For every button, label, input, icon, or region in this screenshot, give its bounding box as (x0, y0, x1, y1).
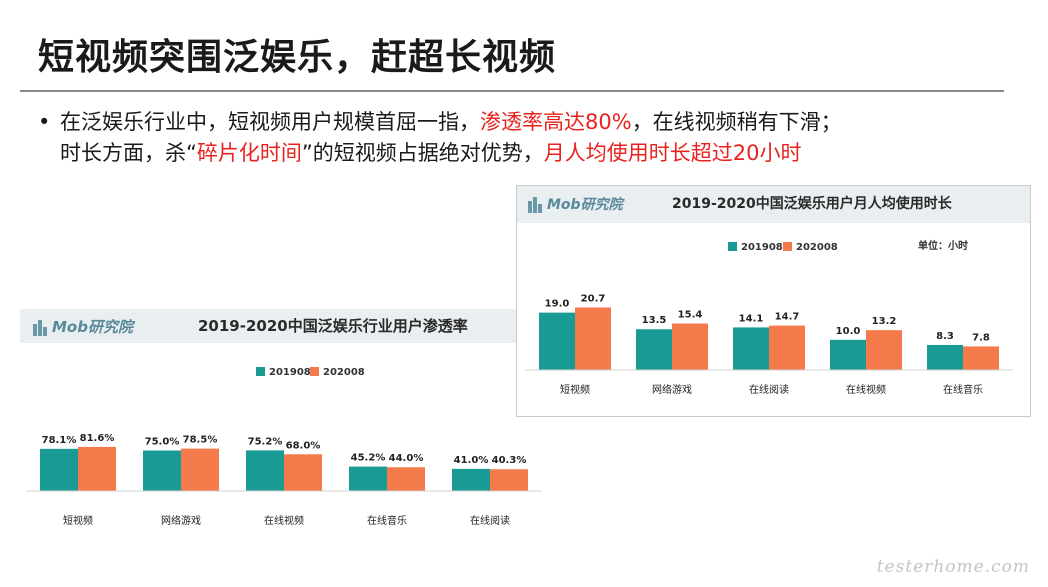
highlight-penetration: 渗透率高达80% (480, 110, 632, 134)
logo-text: Mob研究院 (547, 197, 623, 213)
bullet-line-1: • 在泛娱乐行业中，短视频用户规模首屈一指，渗透率高达80%，在线视频稍有下滑； (38, 107, 1018, 138)
bar-201908 (927, 344, 963, 370)
data-label: 75.2% (248, 436, 283, 447)
bar-202008 (575, 307, 611, 370)
bullet-text-segment: ”的短视频占据绝对优势， (301, 141, 544, 165)
category-label: 短视频 (63, 514, 93, 527)
bar-201908 (40, 448, 78, 491)
bar-201908 (539, 312, 575, 370)
data-label: 78.1% (42, 435, 77, 446)
data-label: 68.0% (286, 440, 321, 451)
unit-label: 单位：小时 (918, 241, 968, 252)
data-label: 41.0% (454, 455, 489, 466)
mob-logo: Mob研究院 (527, 194, 623, 214)
mob-logo-icon (33, 319, 47, 336)
legend-label: 201908 (741, 242, 783, 253)
bar-201908 (246, 450, 284, 491)
category-label: 在线音乐 (367, 514, 407, 527)
category-label: 在线音乐 (943, 383, 983, 396)
data-label: 44.0% (389, 453, 424, 464)
bar-202008 (769, 325, 805, 370)
chart-header: Mob研究院 2019-2020中国泛娱乐行业用户渗透率 (20, 309, 567, 343)
data-label: 20.7 (581, 293, 606, 304)
category-label: 在线阅读 (749, 383, 789, 396)
bar-202008 (181, 448, 219, 491)
legend-label: 202008 (323, 367, 365, 378)
data-label: 14.7 (775, 312, 800, 323)
title-divider (20, 90, 1004, 92)
data-label: 14.1 (739, 313, 764, 324)
legend-swatch (728, 242, 737, 251)
bar-202008 (387, 467, 425, 491)
bar-201908 (452, 468, 490, 491)
bar-201908 (636, 329, 672, 370)
bar-201908 (733, 327, 769, 370)
bar-202008 (866, 330, 902, 370)
penetration-bar-chart: 201908 202008 78.1% 81.6% 短视频 75.0% 78.5% 网络游戏 7… (26, 367, 542, 527)
bar-202008 (78, 446, 116, 491)
category-label: 在线阅读 (470, 514, 510, 527)
data-label: 40.3% (492, 455, 527, 466)
data-label: 75.0% (145, 437, 180, 448)
bar-202008 (963, 346, 999, 370)
chart-title: 2019-2020中国泛娱乐行业用户渗透率 (198, 317, 468, 335)
data-label: 13.5 (642, 315, 667, 326)
bar-202008 (672, 323, 708, 370)
highlight-fragmented-time: 碎片化时间 (196, 141, 302, 165)
bullet-text-segment: ，在线视频稍有下滑； (631, 110, 842, 134)
usage-time-chart-card: Mob研究院 2019-2020中国泛娱乐用户月人均使用时长 单位：小时 201… (516, 185, 1031, 417)
usage-time-bar-chart: 201908 202008 19.0 20.7 短视频 13.5 15.4 网络游戏 14.1 1… (525, 242, 1013, 396)
highlight-monthly-time: 月人均使用时长超过20小时 (543, 141, 802, 165)
category-label: 网络游戏 (161, 514, 201, 527)
data-label: 7.8 (972, 332, 990, 343)
category-label: 网络游戏 (652, 383, 692, 396)
bullet-line-2: 时长方面，杀“碎片化时间”的短视频占据绝对优势，月人均使用时长超过20小时 (38, 138, 1018, 169)
bar-202008 (490, 469, 528, 491)
legend-swatch (310, 367, 319, 376)
data-label: 81.6% (80, 433, 115, 444)
bar-202008 (284, 454, 322, 491)
bullet-text-segment: 时长方面，杀“ (60, 141, 197, 165)
data-label: 78.5% (183, 435, 218, 446)
legend-label: 201908 (269, 367, 311, 378)
category-label: 在线视频 (264, 514, 304, 527)
watermark: testerhome.com (876, 557, 1030, 577)
data-label: 15.4 (678, 309, 703, 320)
category-label: 在线视频 (846, 383, 886, 396)
legend-swatch (256, 367, 265, 376)
data-label: 10.0 (836, 326, 861, 337)
bar-201908 (830, 339, 866, 370)
bar-201908 (349, 466, 387, 491)
mob-logo-icon (528, 197, 542, 213)
category-label: 短视频 (560, 383, 590, 396)
chart-title: 2019-2020中国泛娱乐用户月人均使用时长 (672, 196, 952, 212)
data-label: 45.2% (351, 453, 386, 464)
slide-title: 短视频突围泛娱乐，赶超长视频 (38, 37, 557, 78)
data-label: 8.3 (936, 331, 954, 342)
mob-logo: Mob研究院 (32, 316, 133, 337)
bar-201908 (143, 450, 181, 491)
logo-text: Mob研究院 (52, 318, 133, 336)
legend-swatch (783, 242, 792, 251)
chart-header: Mob研究院 2019-2020中国泛娱乐用户月人均使用时长 (517, 186, 1030, 223)
legend-label: 202008 (796, 242, 838, 253)
penetration-chart-card: Mob研究院 2019-2020中国泛娱乐行业用户渗透率 201908 20200… (20, 309, 567, 538)
data-label: 19.0 (545, 299, 570, 310)
bullet-text: • 在泛娱乐行业中，短视频用户规模首屈一指，渗透率高达80%，在线视频稍有下滑； … (38, 107, 1018, 169)
data-label: 13.2 (872, 316, 897, 327)
bullet-dot-icon: • (38, 110, 51, 134)
bullet-text-segment: 在泛娱乐行业中，短视频用户规模首屈一指， (60, 110, 480, 134)
